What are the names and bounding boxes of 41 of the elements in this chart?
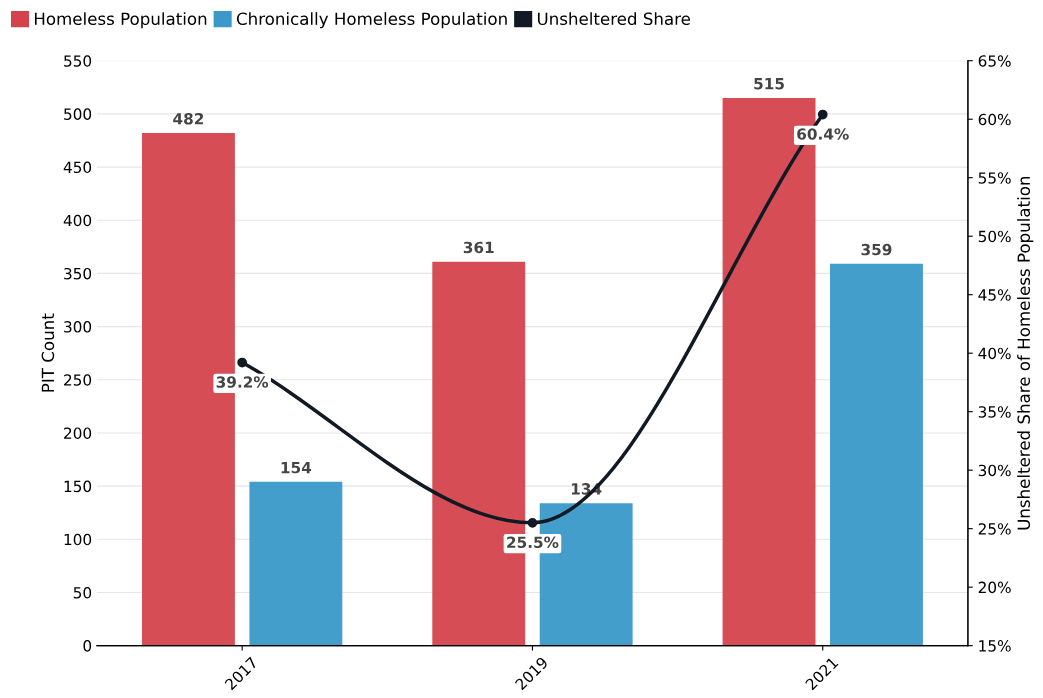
data-label: 39.2% <box>216 376 269 388</box>
y-tick-label: 250 <box>64 374 92 386</box>
data-label: 25.5% <box>507 536 559 549</box>
legend-label: Unsheltered Share <box>537 12 690 26</box>
legend-label: Chronically Homeless Population <box>236 12 507 29</box>
y-tick-label: 100 <box>64 533 92 546</box>
legend-label: Homeless Population <box>34 12 207 29</box>
bar <box>830 263 923 646</box>
y-tick-label: 300 <box>64 321 92 333</box>
y2-tick-label: 30% <box>978 464 1011 477</box>
point <box>237 357 248 368</box>
y-tick-label: 50 <box>73 586 92 599</box>
y-tick-label: 150 <box>64 480 92 493</box>
y2-tick-label: 40% <box>978 347 1011 360</box>
y2-tick-label: 20% <box>978 581 1011 594</box>
y-tick-label: 350 <box>64 267 92 280</box>
data-label: 482 <box>173 112 204 125</box>
y2-tick-label: 35% <box>978 406 1011 418</box>
y-tick-label: 0 <box>83 640 92 652</box>
y2-tick-label: 25% <box>978 523 1011 535</box>
data-label: 361 <box>463 241 494 254</box>
y2-tick-label: 50% <box>978 230 1011 243</box>
y-tick-label: 200 <box>64 427 92 439</box>
y2-tick-label: 60% <box>978 113 1011 126</box>
y-tick-label: 450 <box>63 161 92 174</box>
y-tick-label: 500 <box>64 108 92 120</box>
y2-tick-label: 55% <box>978 172 1011 184</box>
data-label: 154 <box>281 462 312 474</box>
bar <box>249 481 343 646</box>
data-label: 515 <box>754 78 784 90</box>
y2-tick-label: 15% <box>979 640 1011 652</box>
y-axis-title: PIT Count <box>41 313 55 392</box>
point <box>527 517 538 528</box>
point <box>817 109 828 120</box>
data-label: 60.4% <box>797 128 849 140</box>
y2-tick-label: 45% <box>978 289 1011 301</box>
y-tick-label: 400 <box>63 214 92 227</box>
y2-tick-label: 65% <box>978 55 1011 67</box>
y2-axis-title: Unsheltered Share of Homeless Population <box>1017 176 1034 530</box>
y-tick-label: 550 <box>64 55 92 67</box>
data-label: 359 <box>861 243 892 256</box>
